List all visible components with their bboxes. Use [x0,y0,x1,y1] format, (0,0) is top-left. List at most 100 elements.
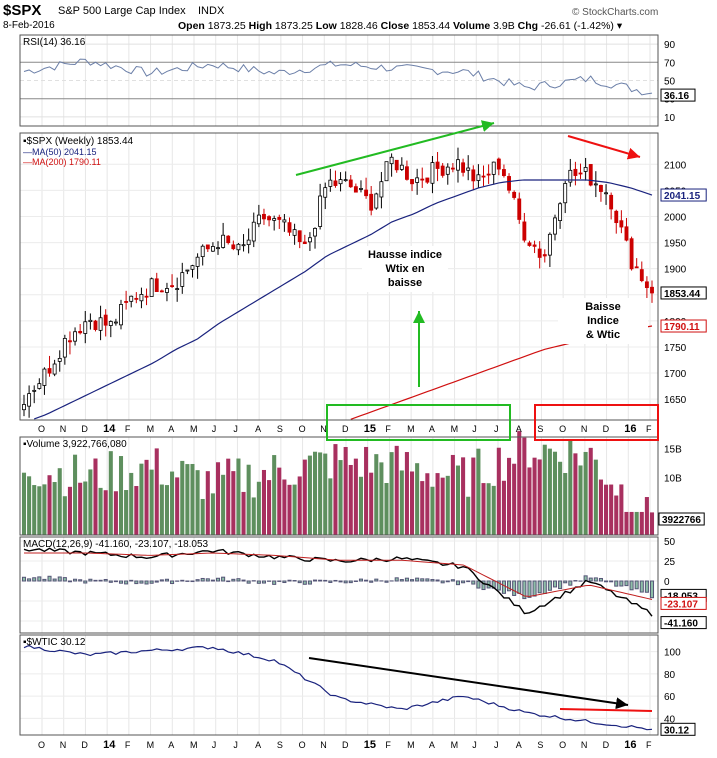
open-value: 1873.25 [207,20,246,32]
price-xtick-24: O [559,424,566,434]
macd-last-tag-box [660,616,707,630]
price-candle [272,218,277,221]
bottom-xtick-27: 16 [624,739,636,751]
macd-hist-bar [195,579,200,582]
bottom-xtick-20: J [472,740,477,750]
price-candle [124,301,129,303]
macd-hist-bar [481,580,486,591]
price-candle [445,166,450,175]
volume-bar [318,452,323,535]
price-xtick-9: J [233,424,238,434]
macd-hist-bar [619,580,624,587]
bottom-xtick-23: S [537,740,543,750]
macd-hist-bar [399,579,404,582]
price-candle [522,221,527,241]
price-ytick-1750: 1750 [664,343,687,354]
macd-hist-bar [256,580,261,584]
price-candle [650,286,654,294]
price-xtick-0: O [38,424,45,434]
volume-bar [512,463,517,535]
volume-bar [542,444,547,535]
volume-bar [328,478,333,535]
chart-date: 8-Feb-2016 [3,20,55,31]
macd-ytick-25: 25 [664,557,676,568]
price-panel-frame [19,132,659,421]
bottom-xtick-3: 14 [103,739,116,751]
price-candle [185,269,190,272]
volume-bar [649,512,655,535]
price-candle [563,183,568,204]
close-label: Close [380,20,410,32]
high-label: High [248,20,272,32]
volume-bar [507,457,512,535]
price-candle [231,244,236,250]
macd-hist-bar [118,580,124,584]
macd-hist-bar [170,580,175,585]
green-trend-arrow [295,120,495,176]
brand-label[interactable]: © StockCharts.com [572,7,659,18]
volume-bar [598,479,603,535]
price-candle [353,186,358,193]
volume-bar [251,497,256,535]
macd-hist-bar [124,580,129,585]
red-wtic-arrow [559,708,653,712]
macd-hist-bar [215,577,221,582]
price-candle [205,244,210,250]
bottom-xtick-28: F [646,740,652,750]
price-candle [359,188,363,190]
volume-bar [496,447,501,535]
volume-bar [256,481,261,535]
price-candle [384,161,389,182]
price-candle [302,241,307,245]
rsi-ytick-10: 10 [664,113,676,124]
price-candle [226,235,231,244]
bottom-xtick-22: A [516,740,522,750]
price-candle [629,238,634,270]
price-xtick-5: M [147,424,155,434]
wtic-ytick-80: 80 [664,670,676,681]
macd-ytick-0: 0 [664,577,670,588]
price-candle [461,162,466,173]
bottom-xtick-24: O [559,740,566,750]
macd-hist-bar [410,579,415,582]
price-candle [634,266,639,269]
hausse-line-2: Wtix en [385,263,425,275]
price-candle [210,246,215,252]
volume-bar [369,472,374,535]
price-candle [532,244,537,247]
price-candle [297,230,302,243]
volume-bar [486,483,491,535]
price-xtick-15: 15 [364,423,376,435]
price-ytick-2000: 2000 [664,212,687,223]
price-candle [22,404,26,411]
price-xtick-14: D [342,424,349,434]
rsi-legend: RSI(14) 36.16 [23,37,86,48]
volume-bar [164,485,169,535]
price-candle [88,319,93,322]
macd-hist-bar [338,580,343,583]
price-candle [440,165,445,176]
volume-bar [527,467,532,535]
price-candle [399,164,404,170]
wtic-ytick-40: 40 [664,714,676,725]
volume-bar [241,491,246,535]
price-candle [420,178,425,181]
volume-bar [190,463,195,535]
baisse-annotation: Baisse Indice & Wtic [558,298,648,344]
volume-bar [272,455,277,535]
price-candle [246,239,251,246]
macd-hist-bar [450,579,455,582]
volume-bar [629,511,634,535]
volume-bar [134,486,139,535]
volume-bar [420,481,425,535]
price-candle [542,254,547,257]
macd-hist-bar [318,579,323,582]
price-xtick-8: J [212,424,217,434]
volume-bar [410,471,415,535]
volume-bar [619,484,624,535]
price-candle [348,179,353,188]
header-dropdown-icon[interactable]: ▾ [616,20,623,32]
price-xtick-1: N [60,424,67,434]
bottom-xtick-6: A [168,740,174,750]
macd-hist-bar [241,579,246,582]
